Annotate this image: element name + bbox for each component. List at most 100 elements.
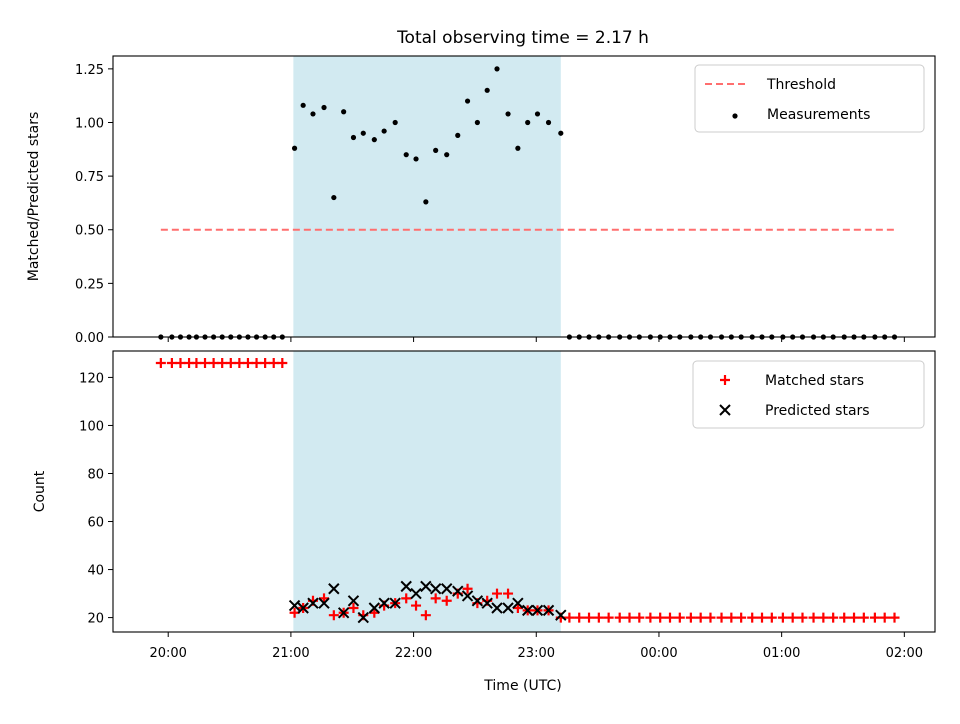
matched-star-point	[705, 612, 716, 623]
matched-star-point	[747, 612, 758, 623]
matched-star-point	[251, 358, 262, 369]
matched-star-point	[492, 588, 503, 599]
matched-star-point	[401, 593, 412, 604]
y-axis-label: Count	[32, 470, 48, 512]
matched-star-point	[797, 612, 808, 623]
matched-star-point	[624, 612, 635, 623]
matched-star-point	[757, 612, 768, 623]
legend: Matched stars Predicted stars	[692, 360, 925, 429]
matched-star-point	[685, 612, 696, 623]
matched-star-point	[289, 607, 300, 618]
matched-star-point	[175, 358, 186, 369]
measurement-point	[534, 111, 541, 117]
measurement-point	[464, 98, 471, 104]
x-tick-label: 01:00	[763, 646, 800, 661]
legend-box	[694, 64, 925, 133]
measurement-point	[321, 104, 327, 111]
x-tick-label: 21:00	[272, 646, 309, 661]
measurement-point	[515, 145, 521, 151]
matched-star-point	[828, 612, 839, 623]
matched-star-point	[664, 612, 675, 623]
predicted-star-point	[512, 597, 524, 609]
matched-star-point	[593, 612, 604, 623]
matched-star-point	[716, 612, 727, 623]
measurement-point	[291, 145, 298, 151]
matched-star-point	[869, 612, 880, 623]
matched-star-point	[603, 612, 614, 623]
predicted-star-point	[318, 597, 330, 609]
matched-star-point	[155, 358, 166, 369]
predicted-star-point	[531, 604, 544, 617]
matched-star-point	[200, 358, 211, 369]
matched-star-point	[655, 612, 666, 623]
count-panel: 20 40 60 80 100 120 20:00 21:00 22:00 23:00 00:00 0…	[32, 350, 936, 661]
matched-star-point	[858, 612, 869, 623]
matched-star-point	[889, 612, 900, 623]
measurement-point	[455, 132, 461, 138]
matched-star-point	[166, 358, 177, 369]
measurement-point	[525, 119, 531, 126]
predicted-star-point	[491, 602, 503, 614]
predicted-star-point	[429, 583, 442, 595]
legend-label: Threshold	[766, 77, 836, 93]
measurement-point	[360, 130, 366, 136]
matched-star-point	[674, 612, 685, 623]
matched-star-point	[208, 358, 219, 369]
predicted-star-point	[288, 599, 301, 612]
x-axis-label: Time (UTC)	[483, 678, 561, 694]
matched-star-point	[564, 612, 575, 623]
measurement-point	[310, 111, 316, 117]
predicted-star-point	[521, 604, 534, 617]
predicted-star-point	[481, 597, 493, 609]
legend-label: Predicted stars	[765, 403, 870, 419]
measurement-point	[545, 119, 552, 126]
predicted-star-point	[440, 583, 453, 595]
measurement-point	[494, 66, 500, 72]
predicted-star-point	[368, 602, 381, 614]
matched-star-point	[839, 612, 850, 623]
matched-star-point	[808, 612, 819, 623]
matched-star-point	[503, 588, 514, 599]
x-tick-label: 22:00	[395, 646, 432, 661]
measurement-point	[403, 152, 409, 158]
chart-title: Total observing time = 2.17 h	[396, 28, 649, 48]
measurement-point	[371, 137, 377, 143]
measurement-point	[505, 111, 511, 117]
legend: Threshold Measurements	[694, 64, 925, 133]
y-axis-label: Matched/Predicted stars	[26, 112, 42, 282]
plot-frame	[112, 55, 936, 338]
y-tick-label: 0.25	[75, 277, 104, 292]
predicted-star-point	[347, 595, 360, 607]
measurement-point	[433, 147, 439, 153]
matched-star-point	[191, 358, 202, 369]
legend-label: Measurements	[767, 107, 870, 123]
matched-star-point	[736, 612, 747, 623]
predicted-star-point	[297, 602, 309, 614]
matched-star-point	[234, 358, 245, 369]
y-tick-label: 40	[87, 564, 104, 579]
measurement-point	[331, 194, 337, 201]
matched-star-point	[695, 612, 706, 623]
measurement-point	[423, 199, 429, 205]
predicted-star-point	[389, 597, 401, 609]
matched-star-point	[242, 358, 253, 369]
y-tick-label: 20	[87, 612, 104, 627]
matched-star-point	[260, 358, 271, 369]
y-tick-label: 0.00	[75, 331, 104, 346]
matched-star-point	[574, 612, 585, 623]
predicted-star-point	[378, 597, 390, 609]
legend-predicted-swatch	[719, 404, 731, 416]
predicted-star-point	[420, 580, 432, 593]
measurement-point	[484, 87, 490, 93]
predicted-star-point	[337, 607, 350, 619]
x-tick-label: 20:00	[149, 646, 186, 661]
measurement-point	[341, 109, 347, 115]
ratio-panel: 0.00 0.25 0.50 0.75 1.00 1.25 Matched/Predicte…	[26, 55, 936, 346]
measurement-point	[444, 152, 450, 158]
matched-star-point	[430, 593, 441, 604]
predicted-star-point	[307, 597, 319, 609]
matched-star-point	[225, 358, 236, 369]
measurement-point	[300, 102, 306, 108]
matched-star-point	[766, 612, 777, 623]
